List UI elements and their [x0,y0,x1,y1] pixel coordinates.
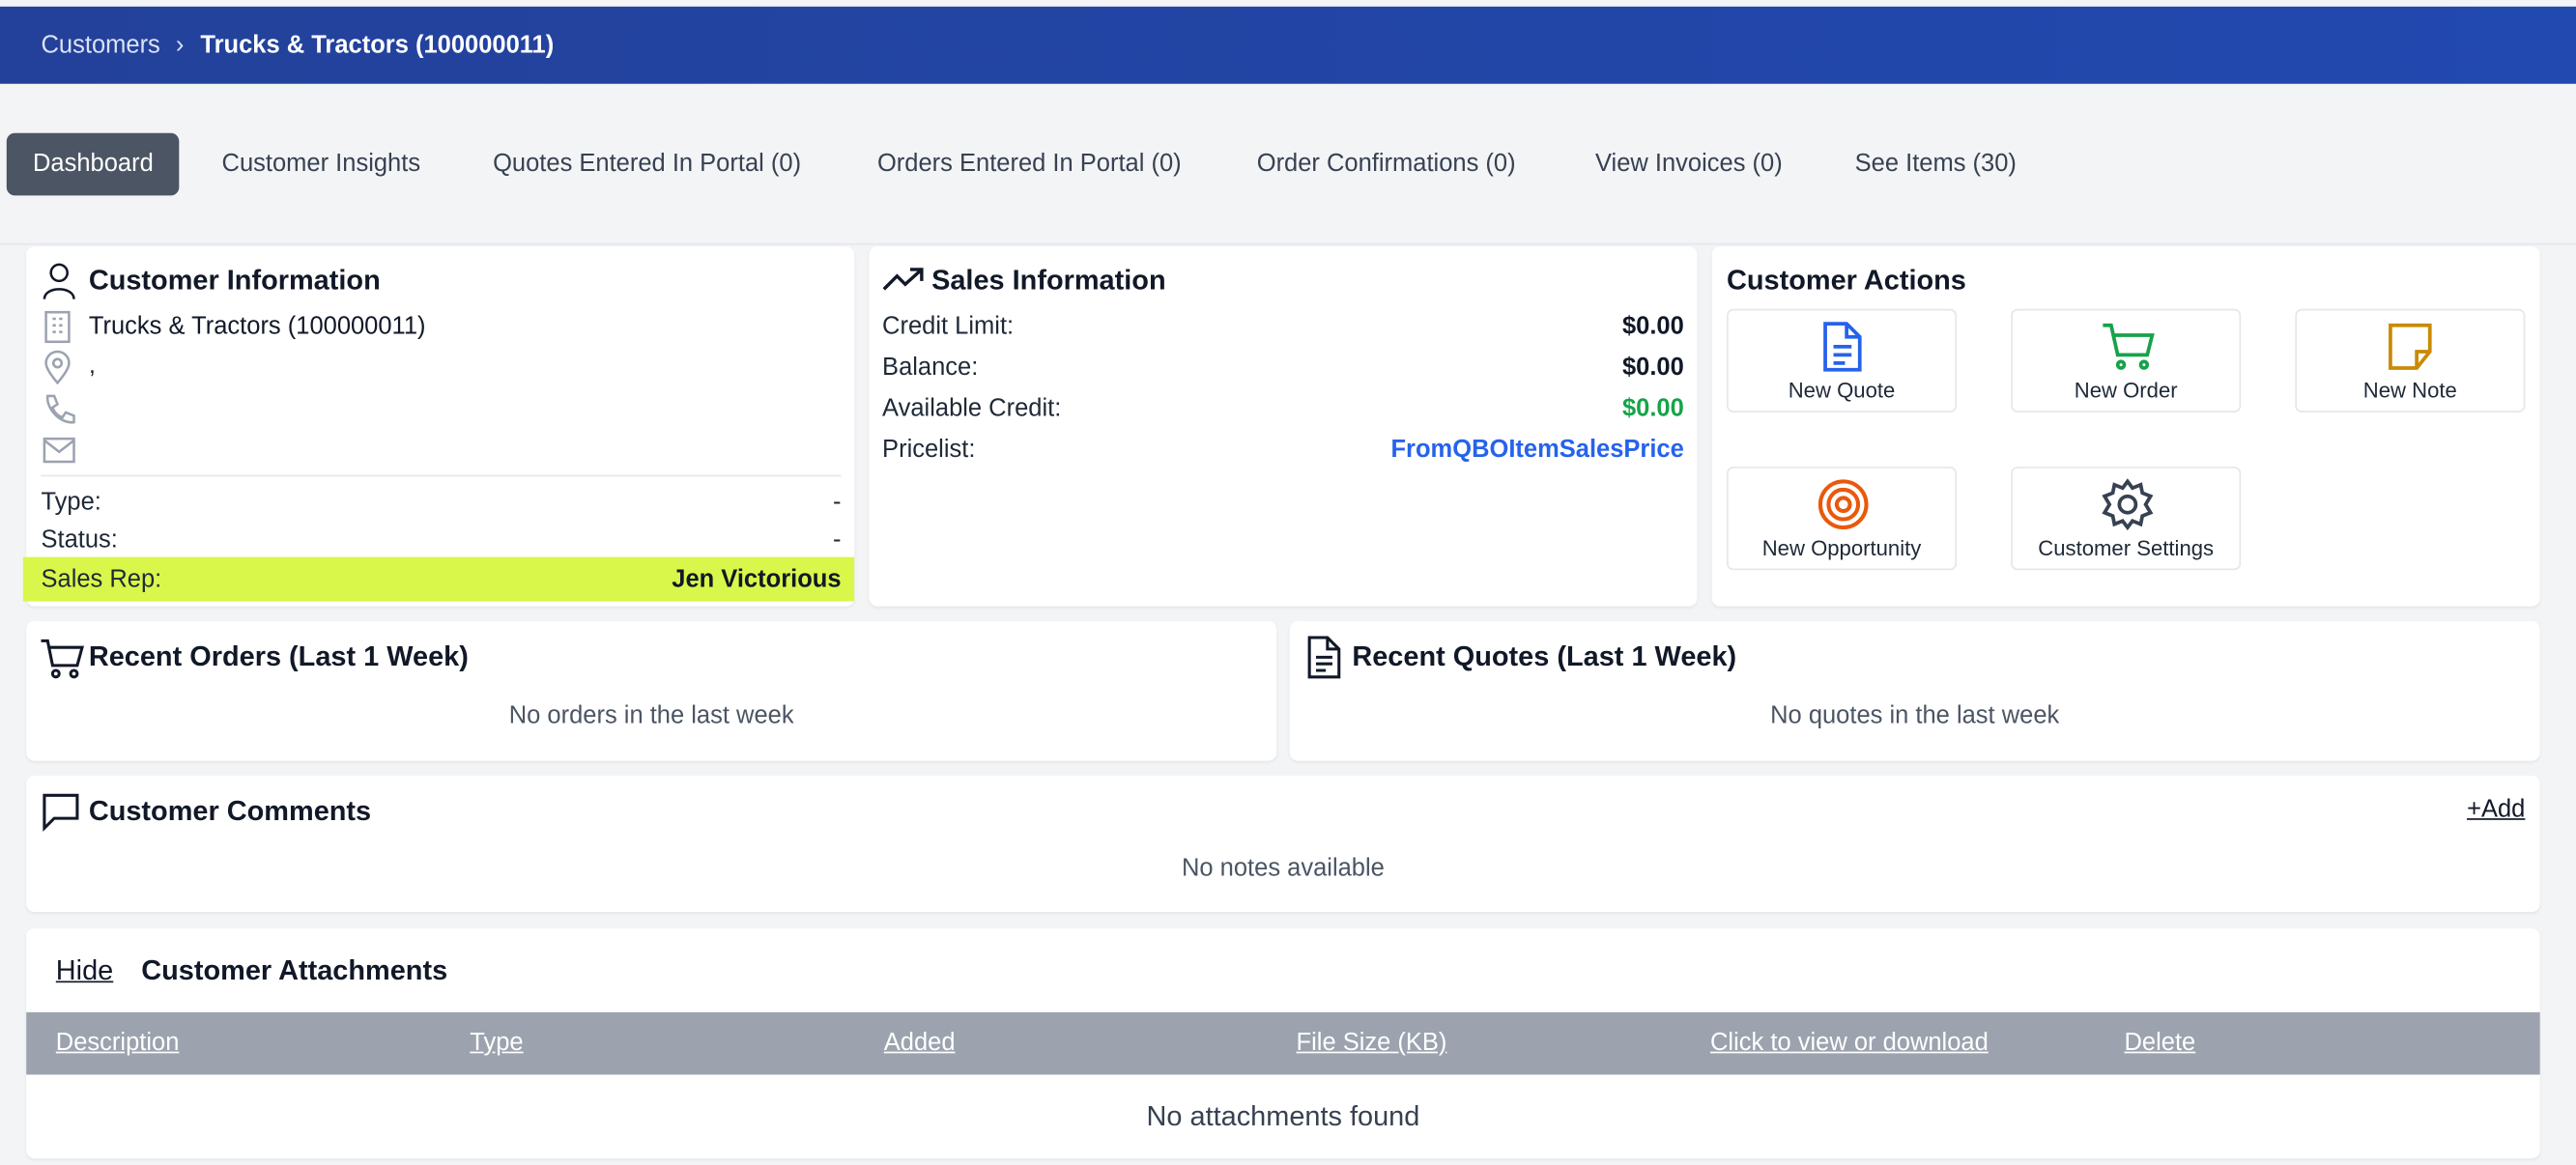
field-label: Type: [41,488,101,517]
column-header[interactable]: Delete [2124,1028,2196,1057]
tab[interactable]: Orders Entered In Portal (0) [876,149,1182,178]
customer-name: Trucks & Tractors (100000011) [88,312,426,341]
card-title: Customer Information [88,264,381,297]
trend-icon [882,268,924,291]
empty-message: No attachments found [1146,1100,1420,1132]
action-button[interactable]: Customer Settings [2011,467,2242,571]
row-value: $0.00 [1621,312,1684,341]
field-value: - [833,488,842,517]
quote-icon [1823,322,1862,372]
action-label: New Order [2074,378,2178,403]
column-header[interactable]: File Size (KB) [1296,1028,1447,1057]
location-icon [44,350,71,385]
header-bar [0,6,2576,84]
add-link[interactable]: +Add [2467,795,2526,824]
recent-orders-card: Recent Orders (Last 1 Week) No orders in… [26,620,1277,761]
comments-card: Customer Comments +Add No notes availabl… [26,775,2540,913]
field-label: Sales Rep: [41,565,162,594]
card-title: Customer Attachments [141,954,448,986]
user-icon [43,263,75,299]
comment-icon [43,793,79,832]
row-label: Credit Limit: [882,312,1015,341]
field-value: Jen Victorious [672,565,842,594]
card-title: Sales Information [931,264,1166,297]
column-header[interactable]: Type [470,1028,524,1057]
row-label: Available Credit: [882,394,1062,423]
action-label: New Opportunity [1761,535,1922,561]
document-icon [1307,636,1341,679]
column-header[interactable]: Description [55,1028,180,1057]
target-icon [1818,479,1869,530]
empty-message: No orders in the last week [508,701,794,730]
action-label: New Note [2362,378,2457,403]
cart-icon [41,639,85,679]
pricelist-link[interactable]: FromQBOItemSalesPrice [1390,435,1684,464]
sales-info-card: Sales Information Credit Limit: $0.00 Ba… [869,246,1698,607]
tab[interactable]: View Invoices (0) [1594,149,1783,178]
hide-link[interactable]: Hide [55,954,114,986]
phone-icon [46,394,75,424]
recent-quotes-card: Recent Quotes (Last 1 Week) No quotes in… [1289,620,2540,761]
card-title: Customer Actions [1727,264,1966,297]
customer-address: , [88,352,96,380]
row-label: Pricelist: [882,435,976,464]
action-button[interactable]: New Quote [1727,308,1958,412]
action-label: Customer Settings [2038,535,2215,561]
row-value: $0.00 [1621,394,1684,423]
tab-bar [6,126,2540,203]
column-header[interactable]: Added [883,1028,956,1057]
divider [41,474,842,477]
gear-icon [2102,478,2154,531]
empty-message: No quotes in the last week [1770,701,2060,730]
field-value: - [833,526,842,554]
cart-icon [2103,323,2155,370]
card-title: Recent Quotes (Last 1 Week) [1352,640,1737,672]
breadcrumb-separator: › [175,31,185,60]
action-label: New Quote [1788,378,1896,403]
tab[interactable]: Order Confirmations (0) [1256,149,1516,178]
tab[interactable]: Quotes Entered In Portal (0) [493,149,802,178]
action-button[interactable]: New Opportunity [1727,467,1958,571]
row-label: Balance: [882,353,979,382]
card-title: Customer Comments [88,795,372,827]
attachments-card: Hide Customer Attachments No attachments… [26,928,2540,1159]
mail-icon [43,437,75,464]
action-button[interactable]: New Order [2011,308,2242,412]
row-value: $0.00 [1621,353,1684,382]
tab[interactable]: See Items (30) [1854,149,2017,178]
empty-message: No notes available [1181,854,1385,883]
field-label: Status: [41,526,118,554]
column-header[interactable]: Click to view or download [1710,1028,1989,1057]
customer-actions-card: Customer Actions New Quote New Order New… [1711,246,2540,607]
card-title: Recent Orders (Last 1 Week) [88,640,469,672]
highlight [22,556,855,602]
divider [0,242,2576,245]
breadcrumb-link[interactable]: Customers [41,31,160,60]
action-button[interactable]: New Note [2295,308,2526,412]
building-icon [44,310,71,344]
tab[interactable]: Dashboard [6,132,180,196]
table-header [26,1011,2540,1075]
note-icon [2389,323,2432,370]
breadcrumb-current: Trucks & Tractors (100000011) [200,31,555,60]
tab[interactable]: Customer Insights [221,149,421,178]
customer-info-card: Customer Information Trucks & Tractors (… [22,246,855,607]
